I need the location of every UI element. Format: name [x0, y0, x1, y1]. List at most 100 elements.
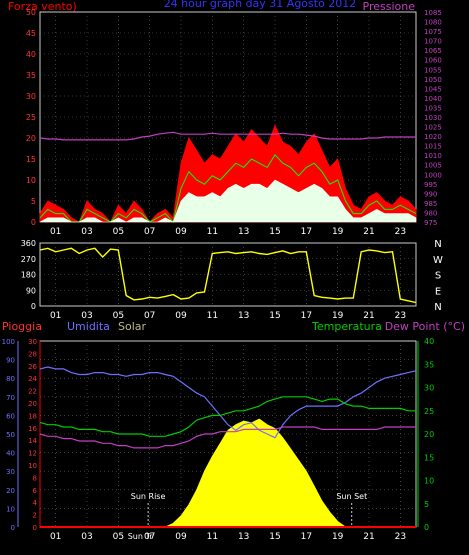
pressure-y-tick-label: 1075 — [424, 28, 442, 36]
climate-panel-x-tick-label: 11 — [207, 532, 218, 542]
pressure-y-tick-label: 975 — [424, 219, 437, 227]
pressure-y-tick-label: 995 — [424, 181, 437, 189]
wind-y-tick-label: 20 — [26, 134, 36, 143]
direction-panel-x-tick-label: 05 — [113, 311, 124, 321]
pressure-y-tick-label: 1055 — [424, 66, 442, 74]
humidity-y-tick-label: 40 — [6, 450, 15, 458]
rain-y-tick-label: 22 — [28, 388, 37, 396]
temperature-y-tick-label: 25 — [424, 407, 434, 416]
direction-panel-x-tick-label: 19 — [332, 311, 344, 321]
sun-set-label: Sun Set — [336, 492, 367, 501]
pressure-y-tick-label: 1045 — [424, 85, 442, 93]
climate-panel-x-tick-label: 09 — [175, 532, 187, 542]
wind-panel-x-tick-label: 19 — [332, 227, 344, 237]
climate-panel-x-tick-label: 19 — [332, 532, 344, 542]
rain-y-tick-label: 6 — [33, 487, 38, 495]
pressure-y-tick-label: 1035 — [424, 104, 442, 112]
wind-panel-x-tick-label: 23 — [395, 227, 406, 237]
rain-y-tick-label: 30 — [28, 338, 37, 346]
wind-y-tick-label: 5 — [31, 197, 36, 206]
temperature-humidity-panel: 01 03 05 07 09 11 13 15 17 19 21 230102030405060708… — [2, 337, 435, 542]
temperature-y-tick-label: 35 — [424, 360, 434, 369]
pressure-y-tick-label: 1080 — [424, 19, 442, 27]
sun-transit-label: Sun Tr — [128, 532, 153, 541]
rain-y-tick-label: 10 — [28, 462, 37, 470]
temperature-y-tick-label: 20 — [424, 430, 434, 439]
direction-panel-x-tick-label: 09 — [175, 311, 187, 321]
direction-panel-x-tick-label: 03 — [81, 311, 92, 321]
compass-label-e: E — [435, 286, 441, 297]
direction-panel-x-tick-label: 21 — [363, 311, 374, 321]
direction-panel-x-tick-label: 23 — [395, 311, 406, 321]
direction-y-tick-label: 270 — [21, 255, 36, 264]
humidity-label: Umidita — [67, 320, 110, 333]
wind-average-area — [39, 179, 417, 223]
wind-y-tick-label: 45 — [26, 29, 36, 38]
chart-title: 24 hour graph day 31 Agosto 2012 — [164, 0, 357, 10]
direction-panel-x-tick-label: 17 — [301, 311, 312, 321]
pressure-y-tick-label: 1060 — [424, 57, 442, 65]
direction-panel-x-tick-label: 07 — [144, 311, 155, 321]
wind-y-tick-label: 0 — [31, 218, 36, 227]
rain-label: Pioggia — [2, 320, 42, 333]
compass-label-n: N — [434, 239, 441, 250]
wind-y-tick-label: 35 — [26, 71, 36, 80]
direction-panel-x-tick-label: 11 — [207, 311, 218, 321]
rain-y-tick-label: 12 — [28, 450, 37, 458]
rain-y-tick-label: 0 — [33, 524, 37, 532]
humidity-y-tick-label: 80 — [6, 375, 15, 383]
rain-y-tick-label: 18 — [28, 412, 37, 420]
humidity-y-tick-label: 30 — [6, 468, 15, 476]
dewpoint-line — [39, 426, 416, 449]
wind-y-tick-label: 40 — [26, 50, 36, 59]
wind-panel-x-tick-label: 17 — [301, 227, 312, 237]
wind-panel-x-tick-label: 09 — [175, 227, 187, 237]
compass-label-n: N — [434, 302, 441, 313]
humidity-y-tick-label: 0 — [11, 524, 15, 532]
pressure-y-tick-label: 1065 — [424, 47, 442, 55]
pressure-y-tick-label: 1000 — [424, 171, 442, 179]
direction-panel-x-tick-label: 15 — [269, 311, 280, 321]
pressure-y-tick-label: 1030 — [424, 114, 442, 122]
pressure-line — [39, 131, 416, 141]
pressure-y-tick-label: 1025 — [424, 124, 442, 132]
compass-label-s: S — [435, 271, 441, 282]
pressure-y-tick-label: 1005 — [424, 162, 442, 170]
wind-panel-x-tick-label: 21 — [363, 227, 374, 237]
climate-panel-x-tick-label: 03 — [81, 532, 92, 542]
temperature-line — [39, 396, 416, 437]
pressure-y-tick-label: 1070 — [424, 38, 442, 46]
temperature-y-tick-label: 10 — [424, 477, 434, 486]
compass-label-w: W — [433, 255, 443, 266]
pressure-y-tick-label: 1010 — [424, 152, 442, 160]
wind-y-tick-label: 50 — [26, 8, 36, 17]
humidity-y-tick-label: 90 — [6, 357, 15, 365]
rain-y-tick-label: 4 — [33, 499, 38, 507]
pressure-y-tick-label: 985 — [424, 200, 437, 208]
pressure-y-tick-label: 1050 — [424, 76, 442, 84]
wind-y-tick-label: 15 — [26, 155, 36, 164]
temperature-y-tick-label: 30 — [424, 384, 434, 393]
temperature-y-tick-label: 15 — [424, 453, 434, 462]
solar-label: Solar — [118, 320, 147, 333]
wind-pressure-panel: 01 03 05 07 09 11 13 15 17 19 21 230510152025303540… — [26, 8, 442, 237]
wind-y-tick-label: 30 — [26, 92, 36, 101]
pressure-y-tick-label: 980 — [424, 209, 437, 217]
pressure-y-tick-label: 1040 — [424, 95, 442, 103]
direction-panel-x-tick-label: 01 — [50, 311, 61, 321]
wind-panel-x-tick-label: 11 — [207, 227, 218, 237]
pressure-y-tick-label: 1020 — [424, 133, 442, 141]
wind-panel-x-tick-label: 07 — [144, 227, 155, 237]
humidity-y-tick-label: 60 — [6, 412, 15, 420]
rain-y-tick-label: 26 — [28, 363, 37, 371]
dewpoint-label: Dew Point (°C) — [385, 320, 465, 333]
climate-panel-x-tick-label: 21 — [363, 532, 374, 542]
wind-y-tick-label: 25 — [26, 113, 36, 122]
rain-y-tick-label: 28 — [28, 350, 37, 358]
climate-panel-x-tick-label: 07 — [144, 532, 155, 542]
wind-panel-x-tick-label: 01 — [50, 227, 61, 237]
humidity-line — [39, 366, 417, 439]
rain-y-tick-label: 14 — [28, 437, 37, 445]
